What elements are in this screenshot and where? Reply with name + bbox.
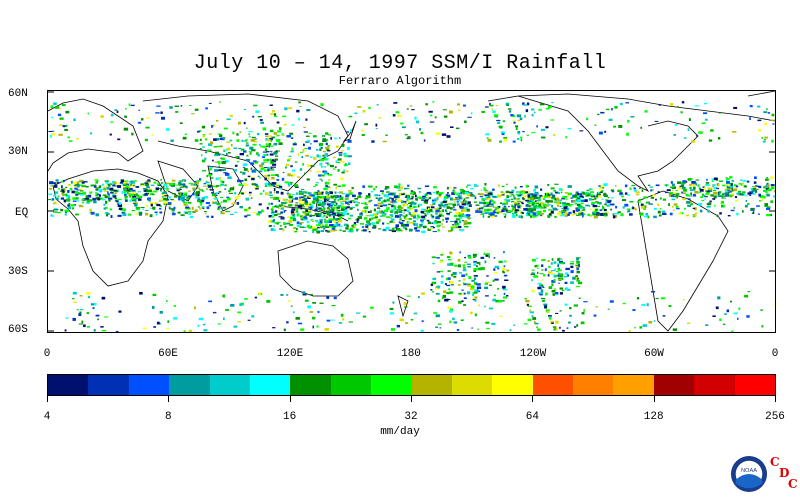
colorbar-units: mm/day — [380, 426, 420, 438]
colorbar-swatch-7 — [330, 375, 372, 395]
lon-label-0: 0 — [43, 348, 51, 360]
colorbar-swatch-14 — [613, 375, 654, 395]
colorbar-tick — [289, 396, 291, 402]
colorbar-swatch-4 — [209, 375, 250, 395]
cdc-letter-3: C — [788, 477, 798, 491]
coastlines — [48, 91, 775, 332]
colorbar-swatch-12 — [532, 375, 574, 395]
colorbar-swatch-17 — [734, 375, 776, 395]
lat-label-eq: EQ — [15, 207, 29, 219]
colorbar-swatch-15 — [653, 375, 695, 395]
colorbar-tick — [411, 396, 412, 402]
colorbar-swatch-9 — [411, 375, 452, 395]
map-ticks — [48, 91, 775, 332]
lon-label-0-end: 0 — [771, 348, 779, 360]
colorbar-tick-label: 4 — [43, 411, 51, 423]
cdc-letter-2: D — [779, 466, 790, 480]
colorbar-swatch-16 — [694, 375, 735, 395]
colorbar-swatch-8 — [371, 375, 412, 395]
lat-label-30s: 30S — [8, 266, 28, 278]
rainfall-map — [47, 90, 776, 333]
colorbar-swatch-11 — [492, 375, 533, 395]
colorbar — [47, 374, 776, 396]
colorbar-swatch-13 — [573, 375, 614, 395]
colorbar-swatch-6 — [290, 375, 331, 395]
colorbar-swatch-3 — [169, 375, 210, 395]
colorbar-swatch-2 — [128, 375, 170, 395]
chart-subtitle: Ferraro Algorithm — [338, 74, 462, 88]
map-canvas — [48, 91, 775, 332]
colorbar-swatch-1 — [88, 375, 129, 395]
lon-label-60e: 60E — [158, 348, 178, 360]
chart-title: July 10 – 14, 1997 SSM/I Rainfall — [193, 52, 607, 75]
lon-label-120w: 120W — [519, 348, 547, 360]
lat-label-30n: 30N — [8, 146, 28, 158]
colorbar-tick-label: 256 — [765, 411, 785, 423]
lon-label-60w: 60W — [644, 348, 664, 360]
colorbar-tick — [775, 396, 776, 402]
lat-label-60s: 60S — [8, 324, 28, 336]
rainfall-field — [48, 101, 775, 332]
colorbar-tick-label: 8 — [165, 411, 172, 423]
colorbar-swatch-10 — [451, 375, 493, 395]
lat-label-60n: 60N — [8, 88, 28, 100]
colorbar-swatch-5 — [249, 375, 291, 395]
colorbar-tick-label: 128 — [643, 411, 664, 423]
noaa-logo-text: NOAA — [741, 468, 757, 474]
colorbar-swatch-0 — [48, 375, 89, 395]
colorbar-tick-label: 64 — [525, 411, 539, 423]
colorbar-tick — [47, 396, 48, 402]
colorbar-tick — [653, 396, 655, 402]
colorbar-tick — [168, 396, 170, 402]
colorbar-tick-label: 32 — [404, 411, 418, 423]
lon-label-120e: 120E — [276, 348, 304, 360]
cdc-letter-1: C — [770, 455, 780, 469]
colorbar-tick — [532, 396, 534, 402]
noaa-logo-icon: NOAA — [730, 455, 768, 493]
lon-label-180: 180 — [401, 348, 421, 360]
colorbar-tick-label: 16 — [283, 411, 297, 423]
